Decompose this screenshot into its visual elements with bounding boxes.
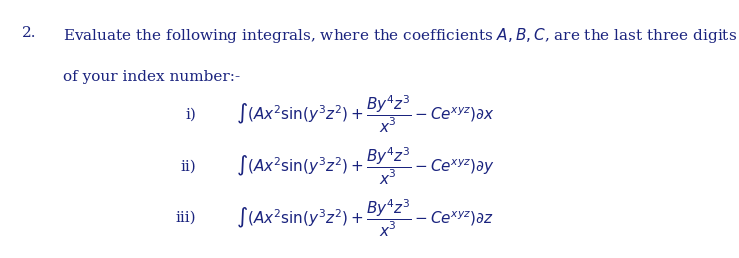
Text: $\int(Ax^2\sin(y^3z^2)+\dfrac{By^4z^3}{x^3}-Ce^{xyz})\partial x$: $\int(Ax^2\sin(y^3z^2)+\dfrac{By^4z^3}{x…: [236, 94, 495, 135]
Text: $\int(Ax^2\sin(y^3z^2)+\dfrac{By^4z^3}{x^3}-Ce^{xyz})\partial z$: $\int(Ax^2\sin(y^3z^2)+\dfrac{By^4z^3}{x…: [236, 197, 494, 239]
Text: iii): iii): [175, 211, 196, 225]
Text: ii): ii): [180, 159, 196, 173]
Text: Evaluate the following integrals, where the coefficients $A,B,C$, are the last t: Evaluate the following integrals, where …: [63, 26, 737, 45]
Text: 2.: 2.: [22, 26, 37, 40]
Text: i): i): [185, 108, 196, 122]
Text: $\int(Ax^2\sin(y^3z^2)+\dfrac{By^4z^3}{x^3}-Ce^{xyz})\partial y$: $\int(Ax^2\sin(y^3z^2)+\dfrac{By^4z^3}{x…: [236, 146, 495, 187]
Text: of your index number:-: of your index number:-: [63, 70, 240, 84]
